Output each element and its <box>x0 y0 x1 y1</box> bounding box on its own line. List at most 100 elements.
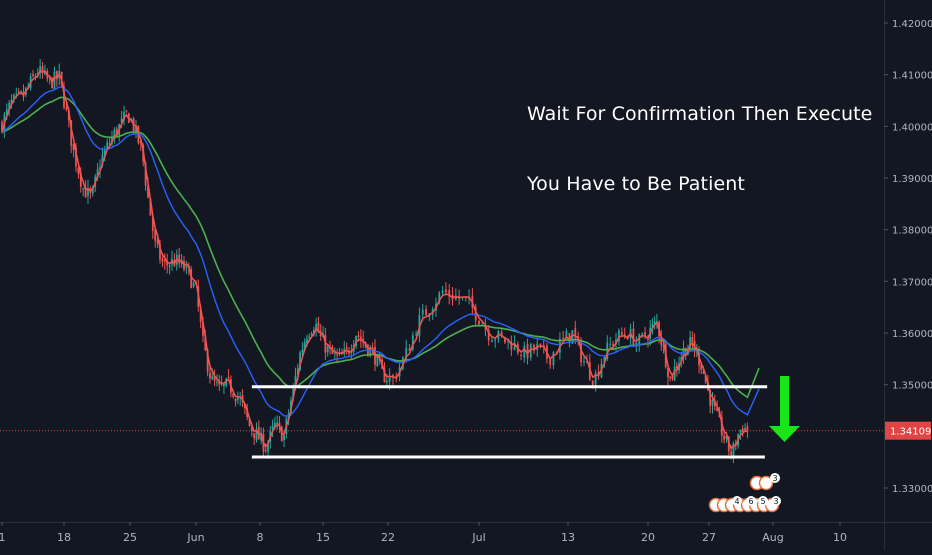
candle-body <box>299 352 301 370</box>
candle-body <box>96 168 99 178</box>
candle-body <box>562 337 565 339</box>
candle-body <box>491 340 493 342</box>
candle-body <box>383 368 386 382</box>
candle-body <box>317 322 320 333</box>
y-tick-label: 1.41000 <box>892 71 932 82</box>
candle-body <box>159 243 161 260</box>
candle-body <box>591 380 594 386</box>
candle-body <box>278 422 281 426</box>
candle-body <box>292 385 295 400</box>
event-badge-count: 5 <box>760 497 765 506</box>
candle-body <box>552 352 555 366</box>
candle-body <box>586 361 588 363</box>
moving-average-mid <box>1 86 760 417</box>
candle-body <box>264 449 267 451</box>
candle-body <box>700 364 703 370</box>
candle-body <box>178 255 181 264</box>
event-badge-count: 6 <box>748 497 753 506</box>
candle-body <box>411 335 414 350</box>
candle-body <box>474 306 477 321</box>
candle-body <box>55 71 58 80</box>
candle-body <box>213 376 216 381</box>
candle-body <box>273 422 276 427</box>
candle-body <box>618 330 620 342</box>
candle-body <box>91 187 94 194</box>
candle-body <box>746 426 749 433</box>
candle-body <box>609 344 612 346</box>
candle-body <box>445 289 447 293</box>
candle-body <box>345 347 348 350</box>
event-badge-bg <box>771 496 781 506</box>
candle-body <box>53 71 56 90</box>
x-tick-label: 15 <box>316 531 330 544</box>
candle-body <box>671 376 674 380</box>
candle-body <box>503 336 506 343</box>
candle-body <box>533 344 535 351</box>
candle-body <box>154 230 157 241</box>
x-tick-label: 8 <box>257 531 264 544</box>
candle-body <box>526 344 529 359</box>
candle-body <box>250 426 253 432</box>
candle-body <box>218 382 221 385</box>
candle-body <box>82 188 85 190</box>
candle-body <box>355 336 357 346</box>
candle-body <box>308 336 311 339</box>
current-price-label: 1.34109 <box>890 427 931 438</box>
candle-body <box>303 341 306 351</box>
candle-body <box>612 343 614 347</box>
y-tick-label: 1.38000 <box>892 226 932 237</box>
candle-body <box>500 331 503 336</box>
x-tick-label: 22 <box>381 531 395 544</box>
candle-body <box>75 147 77 167</box>
candle-body <box>408 348 411 351</box>
event-badge-bg <box>732 496 742 506</box>
x-tick-label: 25 <box>123 531 137 544</box>
event-badge-count: 3 <box>772 474 777 483</box>
candle-body <box>216 381 218 383</box>
candle-body <box>415 334 418 336</box>
candle-body <box>702 371 705 374</box>
candle-body <box>725 435 728 439</box>
candle-body <box>388 376 391 382</box>
candle-body <box>206 349 209 372</box>
candle-body <box>120 118 123 123</box>
candle-body <box>606 342 609 360</box>
candle-body <box>151 217 154 232</box>
candle-body <box>597 371 600 377</box>
event-badge-count: 3 <box>773 497 778 506</box>
candle-body <box>673 366 676 381</box>
candle-body <box>149 198 152 216</box>
candle-body <box>741 428 744 432</box>
x-tick-label: 27 <box>702 531 716 544</box>
candle-body <box>77 167 80 175</box>
candle-body <box>684 347 687 357</box>
y-tick-label: 1.42000 <box>892 19 932 30</box>
candle-body <box>520 354 522 357</box>
candle-body <box>632 328 635 347</box>
candle-body <box>255 428 258 440</box>
candle-body <box>494 339 497 341</box>
event-badge-count: 4 <box>734 497 739 506</box>
candle-body <box>484 325 487 330</box>
candle-body <box>192 282 195 287</box>
event-flag-icon[interactable] <box>758 475 774 491</box>
x-tick-label: 1 <box>0 531 6 544</box>
x-tick-label: 18 <box>57 531 71 544</box>
candle-body <box>168 265 171 268</box>
x-tick-label: 20 <box>641 531 655 544</box>
candle-body <box>583 361 585 363</box>
candle-body <box>113 129 116 140</box>
candle-body <box>223 383 225 387</box>
candle-body <box>647 338 649 340</box>
candle-body <box>716 407 719 411</box>
candle-body <box>17 91 20 93</box>
candle-body <box>732 443 735 457</box>
candle-body <box>385 380 388 383</box>
candle-body <box>641 333 644 335</box>
annotation-be-patient: You Have to Be Patient <box>527 173 745 195</box>
candle-body <box>294 375 297 386</box>
candle-body <box>326 346 329 353</box>
